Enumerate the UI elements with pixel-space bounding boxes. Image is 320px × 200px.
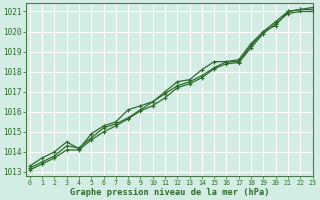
X-axis label: Graphe pression niveau de la mer (hPa): Graphe pression niveau de la mer (hPa) [69, 188, 269, 197]
